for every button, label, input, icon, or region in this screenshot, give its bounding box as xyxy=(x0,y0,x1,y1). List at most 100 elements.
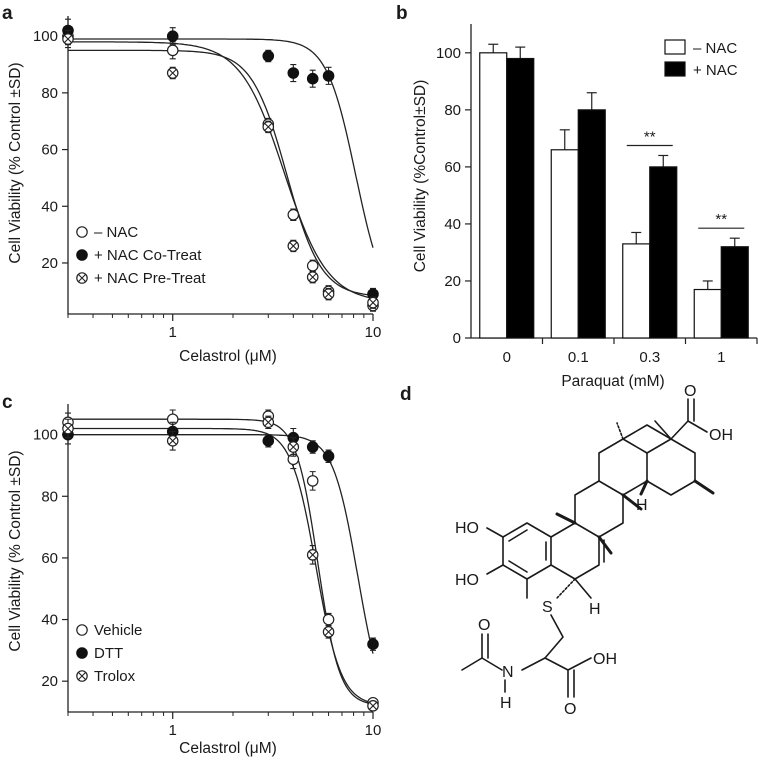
panel-a-data-point xyxy=(306,260,319,272)
panel-c-data-point xyxy=(306,441,319,453)
panel-c-data-point-cross xyxy=(63,424,73,433)
panel-c-ytick-label: 20 xyxy=(41,673,58,690)
panel-c-data-point xyxy=(367,700,379,712)
panel-a-data-point xyxy=(166,44,179,57)
panel-c-data-point xyxy=(62,422,74,435)
panel-c-data-point-cross xyxy=(324,627,333,636)
chem-label-o-amide: O xyxy=(478,617,490,634)
chem-label-h-mid: H xyxy=(636,497,648,514)
panel-c-data-point-cross xyxy=(308,550,317,559)
panel-a-fit-curve-1 xyxy=(68,38,374,248)
panel-c-data-point xyxy=(367,638,379,651)
bond-methyl-top xyxy=(654,420,672,440)
bond-ring-c xyxy=(574,480,624,538)
bond-s-ch2 xyxy=(544,614,564,659)
chem-label-ho-lower: HO xyxy=(455,572,479,589)
bond-h-mid xyxy=(639,479,649,496)
panel-c-legend-marker xyxy=(76,670,88,682)
panel-b-category-label: 0 xyxy=(503,349,511,366)
panel-a-x-axis-label: Celastrol (μM) xyxy=(179,348,277,365)
bond-ho-upper xyxy=(486,527,504,538)
panel-c-data-point xyxy=(287,441,300,453)
panel-c-data-point xyxy=(322,450,335,463)
chem-label-o-lower: O xyxy=(564,701,576,718)
panel-c-legend-marker xyxy=(76,647,88,659)
panel-a-y-axis-label: Cell Viability (% Control ±SD) xyxy=(7,62,24,263)
panel-b-bar xyxy=(550,149,579,339)
panel-a-fit-curve-2 xyxy=(68,49,374,296)
panel-b-legend-swatch xyxy=(664,39,686,55)
panel-a-legend-label: – NAC xyxy=(94,224,138,241)
panel-c-data-point xyxy=(306,475,319,487)
bond-methyl-2 xyxy=(597,535,613,555)
panel-a-data-point-cross xyxy=(63,34,73,44)
panel-b-ytick-label: 100 xyxy=(436,45,461,62)
panel-c-data-point xyxy=(322,626,335,638)
bond-methyl-3 xyxy=(621,493,643,511)
panel-c-y-axis-label: Cell Viability (% Control ±SD) xyxy=(7,450,24,651)
panel-a-legend-label: + NAC Co-Treat xyxy=(94,247,202,264)
panel-a-data-point xyxy=(367,296,379,309)
panel-c-legend-label: DTT xyxy=(94,645,123,662)
panel-c-ytick-label: 80 xyxy=(41,488,58,505)
panel-c-xtick-label: 10 xyxy=(365,722,382,739)
panel-c-fit-curve-2 xyxy=(68,427,374,704)
chemical-labels: O OH H HO HO S H O N H OH O xyxy=(455,383,733,718)
panel-a-data-point xyxy=(322,288,335,300)
panel-b-ytick-label: 80 xyxy=(444,102,461,119)
panel-a-data-point xyxy=(166,67,179,79)
panel-label-c: c xyxy=(2,392,13,413)
panel-c-ytick-label: 40 xyxy=(41,612,58,629)
panel-label-b: b xyxy=(396,3,408,24)
panel-label-a: a xyxy=(2,3,13,24)
panel-a-data-point xyxy=(62,33,74,45)
panel-a-ytick-label: 20 xyxy=(41,255,58,272)
chart-panel-b: Cell Viability (%Control±SD) Paraquat (m… xyxy=(412,24,758,390)
panel-c-data-point-cross xyxy=(368,701,378,710)
bond-ring-a xyxy=(502,522,552,580)
bond-ring-d xyxy=(598,438,648,496)
chart-panel-a: Cell Viability (% Control ±SD) Celastrol… xyxy=(7,16,381,365)
panel-c-ytick-label: 100 xyxy=(33,427,58,444)
panel-c-data-point-cross xyxy=(168,436,177,445)
bond-ca-cooh xyxy=(544,657,592,698)
chem-label-h-n: H xyxy=(500,695,512,712)
panel-a-data-point-cross xyxy=(368,298,378,307)
bond-ring-b xyxy=(550,522,600,580)
bond-ring-e xyxy=(646,438,696,496)
panel-a-legend-marker-cross xyxy=(77,273,87,283)
panel-c-data-point xyxy=(166,435,179,447)
panel-c-data-point xyxy=(262,416,275,429)
panel-b-category-label: 1 xyxy=(717,349,725,366)
panel-b-category-label: 0.1 xyxy=(568,349,589,366)
panel-c-data-point-cross xyxy=(264,418,273,427)
bond-cooh xyxy=(670,398,708,440)
panel-c-legend-label: Vehicle xyxy=(94,622,142,639)
bond-ho-lower xyxy=(486,564,504,575)
panel-a-xtick-label: 10 xyxy=(365,324,382,341)
panel-b-ytick-label: 60 xyxy=(444,159,461,176)
chem-label-oh-lower: OH xyxy=(593,651,617,668)
panel-a-data-point xyxy=(306,72,319,85)
panel-c-data-point xyxy=(306,549,319,561)
bond-methyl-5 xyxy=(693,479,715,495)
panel-a-data-point-cross xyxy=(168,69,177,78)
panel-c-data-point xyxy=(322,613,335,626)
panel-b-x-axis-label: Paraquat (mM) xyxy=(561,373,664,390)
panel-a-data-point xyxy=(287,208,300,221)
panel-a-legend-marker xyxy=(76,226,88,238)
panel-a-ytick-label: 100 xyxy=(33,28,58,45)
panel-b-significance-marker: ** xyxy=(644,128,656,145)
panel-a-data-point xyxy=(166,30,179,42)
panel-c-data-point-cross xyxy=(289,442,298,452)
panel-b-ytick-label: 0 xyxy=(453,330,461,347)
panel-b-bar xyxy=(506,57,535,339)
panel-b-bar xyxy=(479,52,508,339)
panel-b-significance-marker: ** xyxy=(715,211,727,228)
panel-c-fit-curve-1 xyxy=(68,434,374,654)
panel-a-data-point xyxy=(322,70,335,82)
bond-methyl-4 xyxy=(616,422,624,440)
panel-a-legend-label: + NAC Pre-Treat xyxy=(94,270,206,287)
chem-label-o-top: O xyxy=(684,383,696,400)
chart-panel-c: Cell Viability (% Control ±SD) Celastrol… xyxy=(7,404,381,757)
